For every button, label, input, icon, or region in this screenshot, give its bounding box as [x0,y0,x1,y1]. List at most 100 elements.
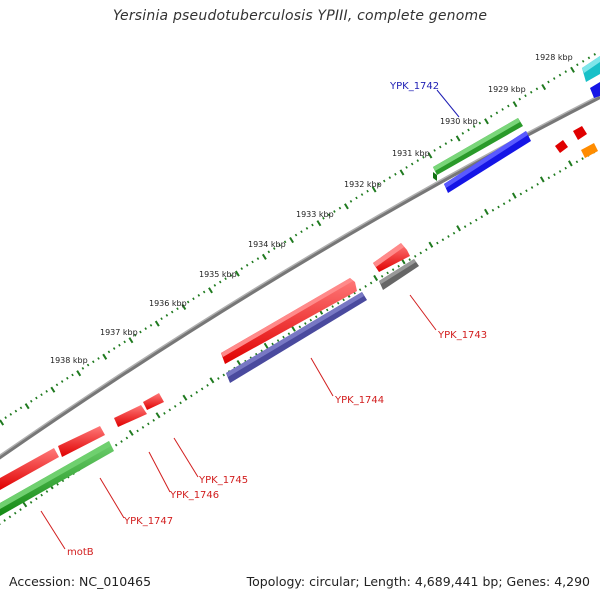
gene-blue-feature[interactable] [444,131,531,193]
gene-small-red-1-feature[interactable] [555,140,568,153]
scale-minor-tick [213,284,217,287]
scale-minor-tick [144,327,147,331]
scale-minor-tick [114,443,118,447]
scale-minor-tick [491,208,495,212]
kbp-label-1936: 1936 kbp [149,299,187,308]
gene-ypk1743-feature[interactable] [373,243,410,272]
scale-minor-tick [173,404,177,408]
scale-minor-tick [3,519,6,522]
scale-minor-tick [29,399,33,403]
scale-minor-tick [391,268,395,271]
scale-minor-tick [461,132,465,135]
scale-minor-tick [120,440,123,443]
scale-minor-tick [245,263,249,267]
scale-minor-tick [325,308,329,312]
scale-minor-tick [278,243,281,247]
scale-minor-tick [294,233,298,237]
scale-minor-tick [160,317,163,321]
scale-major-tick [76,370,82,377]
scale-major-tick [154,320,160,327]
gene-label-ypk1746[interactable]: YPK_1746 [169,490,219,501]
scale-minor-tick [40,493,43,497]
gene-label-ypk1743[interactable]: YPK_1743 [437,330,487,341]
scale-minor-tick [507,104,510,108]
scale-minor-tick [474,218,478,222]
gene-ypk1746-feature[interactable] [114,405,147,427]
scale-minor-tick [452,231,456,235]
gene-ypk1744-feature[interactable] [221,278,357,364]
scale-minor-tick [360,193,364,196]
scale-minor-tick [112,347,116,350]
scale-minor-tick [425,248,428,252]
scale-minor-tick [450,138,453,142]
gene-grey-feature[interactable] [379,259,419,290]
gene-ypk1742-feature[interactable] [433,118,523,181]
gene-small-red-2-feature[interactable] [573,126,587,140]
kbp-label-1932: 1932 kbp [344,180,382,189]
scale-minor-tick [433,149,436,152]
gene-cyan-feature[interactable] [582,56,600,82]
scale-minor-tick [139,330,142,334]
gene-ypk1747-feature[interactable] [58,426,105,457]
scale-minor-tick [309,318,313,322]
scale-minor-tick [19,508,22,511]
scale-minor-tick [133,333,137,337]
scale-major-tick [182,394,188,401]
scale-minor-tick [179,401,182,405]
scale-minor-tick [536,182,539,186]
scale-minor-tick [45,490,49,493]
kbp-label-1931: 1931 kbp [392,149,430,158]
scale-minor-tick [123,340,126,344]
scale-minor-tick [97,357,100,360]
scale-minor-tick [497,205,500,209]
kbp-label-1930: 1930 kbp [440,117,478,126]
scale-minor-tick [436,241,439,245]
scale-minor-tick [229,273,233,277]
kbp-label-1938: 1938 kbp [50,356,88,365]
gene-label-ypk1744[interactable]: YPK_1744 [334,395,384,406]
scale-minor-tick [369,281,373,285]
scale-minor-tick [336,301,340,305]
scale-major-tick [290,325,296,332]
gene-green-lower-feature[interactable] [0,441,114,516]
scale-major-tick [484,208,489,215]
scale-minor-tick [518,97,522,101]
scale-minor-tick [405,166,408,169]
gene-ypk1745-feature[interactable] [143,393,164,410]
scale-minor-tick [29,500,33,504]
gene-orange-feature[interactable] [581,143,598,158]
scale-major-tick [208,287,213,294]
scale-minor-tick [256,257,260,260]
scale-minor-tick [413,254,417,258]
scale-minor-tick [553,173,556,176]
scale-minor-tick [581,157,584,160]
scale-minor-tick [192,297,195,301]
gene-label-ypk1745[interactable]: YPK_1745 [198,475,248,486]
scale-minor-tick [304,322,307,325]
scale-minor-tick [525,189,528,193]
scale-minor-tick [86,363,90,367]
scale-minor-tick [152,419,155,422]
scale-minor-tick [327,213,331,217]
accession-text: Accession: NC_010465 [9,574,152,589]
gene-label-motB[interactable]: motB [67,547,94,558]
gene-label-ypk1742[interactable]: YPK_1742 [389,81,439,92]
scale-minor-tick [524,94,527,98]
scale-minor-tick [382,179,386,183]
gene-purple-feature[interactable] [226,292,367,383]
scale-minor-tick [66,376,69,380]
scale-minor-tick [165,314,169,317]
scale-minor-tick [60,380,64,383]
scale-minor-tick [408,258,411,261]
gene-label-ypk1747[interactable]: YPK_1747 [123,516,173,527]
scale-major-tick [128,429,134,436]
scale-minor-tick [251,260,254,264]
scale-minor-tick [447,235,450,238]
gene-motB-feature[interactable] [0,448,59,490]
gene-blue-edge-feature[interactable] [590,82,600,98]
scale-major-tick [511,192,517,199]
scale-major-tick [455,135,461,142]
kbp-label-1935: 1935 kbp [199,270,237,279]
kbp-label-1929: 1929 kbp [488,85,526,94]
